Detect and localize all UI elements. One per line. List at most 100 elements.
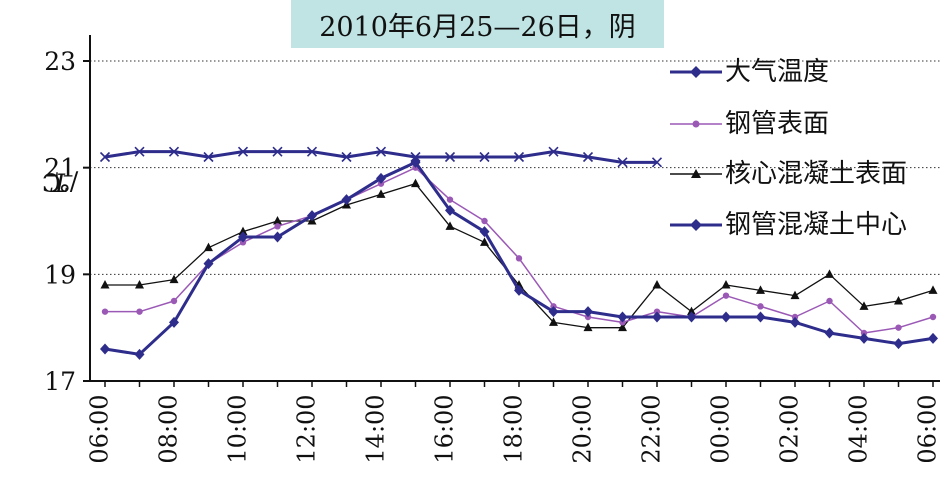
data-point: [549, 317, 558, 326]
data-point: [513, 151, 525, 163]
series-3: [100, 156, 938, 360]
data-point: [445, 204, 455, 216]
data-point: [928, 285, 938, 294]
axes: [83, 35, 940, 387]
data-point: [307, 210, 317, 222]
data-point: [479, 151, 490, 163]
data-point: [134, 348, 145, 360]
data-point: [893, 338, 904, 350]
data-point: [100, 280, 110, 289]
data-point: [101, 308, 109, 315]
x-tick-label: 06:00: [914, 394, 942, 463]
data-point: [444, 151, 456, 163]
x-tick-label: 12:00: [293, 394, 321, 463]
legend-item-air-temp: 大气温度: [668, 52, 952, 92]
data-point: [859, 301, 869, 310]
data-point: [548, 146, 559, 157]
data-point: [652, 311, 662, 323]
data-point: [274, 223, 281, 230]
data-point: [168, 146, 180, 157]
legend-swatch-diamond-icon: [670, 219, 722, 231]
data-point: [757, 303, 764, 310]
data-point: [514, 284, 524, 296]
data-point: [859, 332, 869, 344]
data-point: [410, 151, 421, 163]
data-point: [582, 151, 594, 163]
data-point: [826, 297, 833, 305]
data-point: [341, 151, 352, 163]
data-point: [652, 280, 662, 289]
data-point: [272, 231, 283, 243]
x-tick-label: 00:00: [707, 394, 735, 463]
x-tick-label: 22:00: [638, 394, 666, 463]
data-point: [755, 311, 766, 323]
data-point: [136, 308, 143, 315]
data-point: [481, 217, 488, 225]
data-point: [721, 280, 731, 289]
data-point: [895, 324, 902, 331]
data-point: [169, 274, 179, 284]
data-point: [376, 172, 386, 184]
y-tick-label: 21: [44, 154, 76, 183]
data-point: [480, 237, 489, 246]
x-tick-label: 06:00: [86, 394, 114, 463]
data-point: [583, 322, 593, 332]
data-point: [515, 255, 523, 262]
data-point: [446, 196, 454, 203]
data-point: [134, 146, 145, 157]
x-tick-label: 04:00: [845, 394, 873, 463]
y-axis-label: T/℃: [0, 162, 78, 242]
data-point: [238, 231, 248, 243]
legend-swatch-diamond-icon: [670, 66, 722, 78]
data-point: [237, 146, 249, 157]
data-point: [651, 157, 663, 168]
data-point: [341, 194, 352, 206]
data-point: [99, 151, 111, 163]
y-axis-label-unit: /℃: [41, 167, 79, 197]
legend-item-steel-surface: 钢管表面: [668, 104, 952, 144]
y-tick-label: 23: [44, 47, 76, 76]
data-point: [238, 226, 248, 236]
x-tick-label: 14:00: [362, 394, 390, 463]
legend-label: 钢管混凝土中心: [725, 210, 908, 240]
data-point: [170, 297, 178, 305]
legend-item-cfst-center: 钢管混凝土中心: [668, 205, 952, 245]
data-point: [687, 306, 696, 316]
data-point: [617, 157, 628, 168]
data-point: [203, 258, 214, 270]
data-point: [375, 146, 387, 157]
series-2: [100, 178, 938, 332]
legend-item-core-concrete-surface: 核心混凝土表面: [668, 154, 952, 194]
data-point: [135, 280, 144, 289]
data-point: [618, 322, 627, 332]
data-point: [272, 146, 283, 157]
x-tick-label: 16:00: [431, 394, 459, 463]
data-point: [376, 189, 386, 198]
series-line: [104, 150, 657, 164]
data-point: [204, 242, 213, 252]
data-point: [722, 292, 730, 299]
data-point: [756, 285, 765, 294]
y-tick-label: 19: [44, 260, 76, 289]
legend-label: 钢管表面: [725, 109, 830, 139]
data-point: [617, 311, 628, 323]
legend-swatch-dot-icon: [670, 120, 722, 128]
y-tick-label: 17: [44, 367, 76, 396]
legend-label: 大气温度: [725, 57, 830, 87]
data-point: [790, 316, 800, 328]
data-point: [583, 306, 593, 318]
data-point: [169, 316, 179, 328]
x-tick-label: 08:00: [155, 394, 183, 463]
data-point: [273, 216, 282, 225]
legend-label: 核心混凝土表面: [725, 159, 908, 189]
data-point: [824, 327, 835, 339]
data-point: [445, 221, 455, 230]
data-point: [894, 296, 903, 305]
chart-title: 2010年6月25—26日，阴: [291, 0, 664, 48]
tick-labels: 23 21 19 17 06:00 08:00 10:00 12:00 14:00 16:00 18…: [44, 47, 941, 464]
data-point: [203, 151, 214, 163]
x-tick-label: 20:00: [569, 394, 597, 463]
data-point: [686, 311, 697, 323]
data-point: [306, 146, 318, 157]
